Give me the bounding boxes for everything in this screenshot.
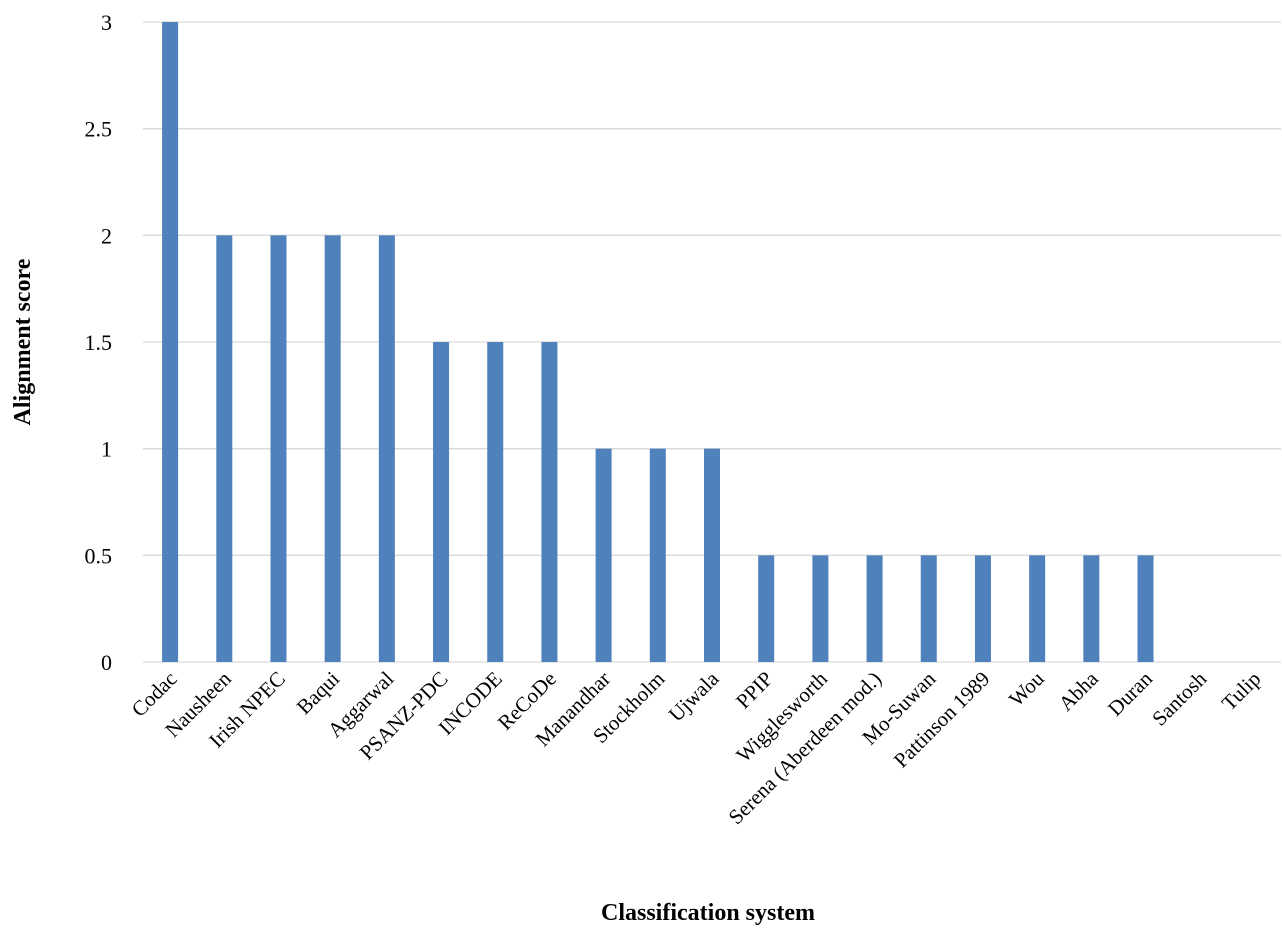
x-tick-label: PPIP <box>731 667 778 714</box>
x-tick-label: Pattinson 1989 <box>889 667 995 773</box>
bar <box>541 342 558 662</box>
y-tick-label: 1 <box>101 437 112 462</box>
bar <box>812 555 829 662</box>
y-tick-label: 2 <box>101 223 112 248</box>
bar <box>866 555 883 662</box>
y-tick-label: 1.5 <box>85 330 113 355</box>
y-axis-title: Alignment score <box>10 258 36 425</box>
x-tick-label: Wou <box>1004 666 1049 711</box>
bar <box>920 555 937 662</box>
bar <box>324 235 341 663</box>
bar <box>758 555 775 662</box>
bar <box>974 555 991 662</box>
bar <box>595 448 612 662</box>
bar <box>704 448 720 662</box>
y-tick-label: 0 <box>101 650 112 675</box>
bar <box>649 448 666 662</box>
x-tick-label: Santosh <box>1147 666 1211 730</box>
bar <box>162 22 179 662</box>
bars <box>162 22 1154 663</box>
x-tick-label: Abha <box>1054 666 1104 716</box>
bar <box>1083 555 1100 662</box>
y-tick-label: 2.5 <box>85 117 113 142</box>
bar <box>433 342 450 662</box>
bar <box>1137 555 1154 662</box>
bar <box>378 235 395 663</box>
bar <box>1029 555 1046 662</box>
y-tick-label: 3 <box>101 10 112 35</box>
bar <box>487 342 504 662</box>
y-tick-label: 0.5 <box>85 543 113 568</box>
x-tick-label: Tulip <box>1217 667 1266 716</box>
x-tick-label: Ujwala <box>664 666 724 726</box>
bar <box>216 235 233 663</box>
y-axis-ticks: 0 0.5 1 1.5 2 2.5 3 <box>85 10 113 675</box>
x-axis-title: Classification system <box>601 900 815 926</box>
bar <box>270 235 287 663</box>
